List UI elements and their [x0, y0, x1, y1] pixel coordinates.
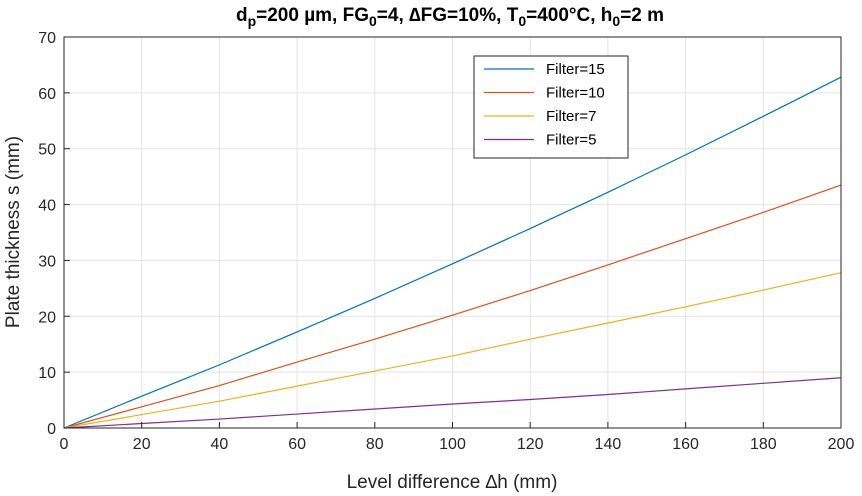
chart-title-part: p — [248, 13, 257, 29]
x-tick-label: 100 — [439, 436, 466, 453]
y-tick-label: 0 — [47, 421, 56, 438]
x-tick-label: 80 — [366, 436, 384, 453]
y-tick-label: 10 — [38, 365, 56, 382]
legend-box — [473, 55, 629, 159]
x-tick-label: 20 — [133, 436, 151, 453]
x-tick-label: 0 — [60, 436, 69, 453]
x-tick-label: 120 — [517, 436, 544, 453]
chart-title-part: 0 — [369, 13, 377, 29]
axis-ticks: 0 20 40 60 80 100 120 140 160 180 200 0 10 20 30 40 50 60… — [38, 30, 854, 453]
series-line-1 — [63, 76, 842, 429]
x-tick-label: 160 — [672, 436, 699, 453]
chart-title-part: =4, ∆FG=10%, T — [377, 5, 519, 26]
x-tick-label: 140 — [595, 436, 622, 453]
legend-label: Filter=15 — [546, 61, 605, 78]
series-line-2 — [63, 184, 842, 429]
y-tick-label: 40 — [38, 198, 56, 215]
chart-title-part: =2 m — [620, 5, 664, 26]
chart-title-part: =400°C, h — [526, 5, 612, 26]
x-tick-label: 40 — [211, 436, 229, 453]
x-tick-label: 180 — [750, 436, 777, 453]
x-tick-label: 200 — [828, 436, 855, 453]
x-axis-label: Level difference ∆h (mm) — [347, 472, 558, 493]
series-group — [63, 76, 842, 429]
series-line-4 — [63, 377, 842, 429]
y-tick-label: 60 — [38, 86, 56, 103]
y-tick-label: 20 — [38, 309, 56, 326]
chart-title-part: =200 µm, FG — [256, 5, 369, 26]
series-line-3 — [63, 272, 842, 429]
chart-title: dp=200 µm, FG0=4, ∆FG=10%, T0=400°C, h0=… — [236, 5, 664, 29]
legend-label: Filter=5 — [546, 132, 596, 149]
chart-title-part: 0 — [518, 13, 526, 29]
y-tick-label: 30 — [38, 253, 56, 270]
y-axis-label: Plate thickness s (mm) — [3, 136, 24, 328]
chart-title-part: d — [236, 5, 248, 26]
legend-label: Filter=10 — [546, 85, 605, 102]
chart-title-part: 0 — [612, 13, 620, 29]
legend: Filter=15 Filter=10 Filter=7 Filter=5 — [473, 55, 629, 159]
y-tick-label: 70 — [38, 30, 56, 47]
y-tick-label: 50 — [38, 142, 56, 159]
legend-label: Filter=7 — [546, 108, 596, 125]
x-tick-label: 60 — [288, 436, 306, 453]
